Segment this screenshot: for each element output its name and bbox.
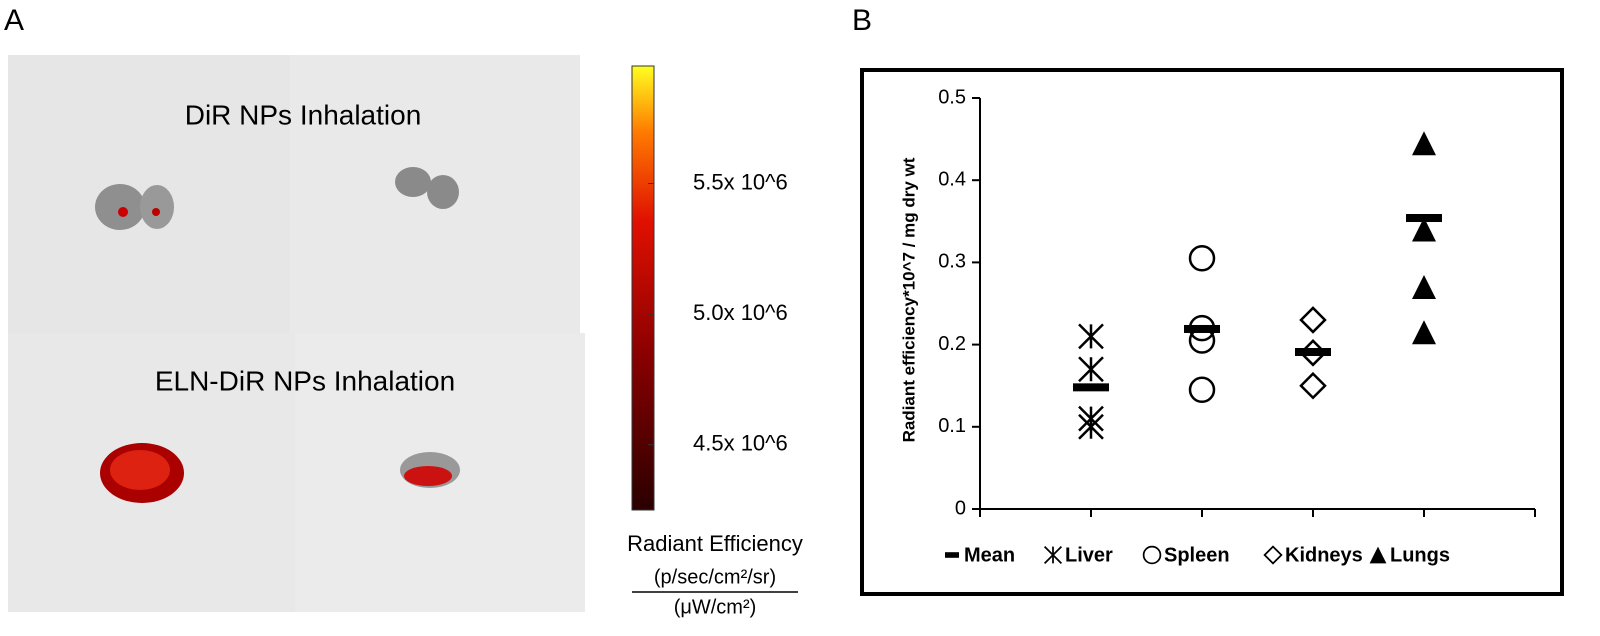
- colorbar-tick-label: 4.5x 10^6: [693, 431, 788, 456]
- colorbar-unit: (μW/cm²): [674, 596, 757, 618]
- colorbar-unit: (p/sec/cm²/sr): [654, 566, 776, 588]
- mean-bar: [1295, 347, 1331, 356]
- panel-label: A: [4, 4, 24, 37]
- data-point: [1412, 320, 1436, 345]
- image-title: ELN-DiR NPs Inhalation: [155, 365, 455, 396]
- data-point: [1412, 217, 1436, 242]
- panel-label: B: [852, 4, 872, 37]
- data-point: [1188, 376, 1216, 404]
- data-point: [1299, 371, 1327, 400]
- mean-bar: [1184, 324, 1220, 333]
- image-title: DiR NPs Inhalation: [185, 99, 422, 130]
- legend-label: Kidneys: [1285, 544, 1363, 566]
- colorbar-tick-label: 5.5x 10^6: [693, 169, 788, 194]
- mean-bar: [1073, 383, 1109, 392]
- colorbar-tick-label: 5.0x 10^6: [693, 300, 788, 325]
- mean-bar: [1406, 214, 1442, 223]
- y-tick-label: 0.3: [938, 251, 966, 273]
- legend-label: Liver: [1065, 544, 1113, 566]
- data-point: [1188, 245, 1216, 272]
- y-tick-label: 0.1: [938, 415, 966, 437]
- legend-label: Lungs: [1390, 544, 1450, 566]
- data-point: [1078, 323, 1104, 350]
- y-axis-label: Radiant efficiency*10^7 / mg dry wt: [899, 157, 918, 442]
- y-tick-label: 0.2: [938, 333, 966, 355]
- legend-marker: [1142, 545, 1162, 565]
- image-panels: [8, 55, 585, 612]
- data-point: [1299, 306, 1327, 334]
- legend-marker: [1369, 546, 1387, 564]
- y-tick-label: 0: [955, 497, 966, 519]
- legend-label: Spleen: [1164, 544, 1230, 566]
- data-point: [1078, 413, 1104, 440]
- legend-label: Mean: [964, 544, 1015, 566]
- chart-frame: [860, 68, 1564, 596]
- y-tick-label: 0.4: [938, 168, 966, 190]
- y-tick-label: 0.5: [938, 86, 966, 108]
- colorbar: [631, 65, 655, 511]
- data-point: [1412, 275, 1436, 300]
- data-point: [1412, 131, 1436, 156]
- colorbar-title: Radiant Efficiency: [627, 531, 803, 556]
- legend-marker: [1263, 545, 1283, 565]
- legend-marker: [1043, 545, 1063, 565]
- data-point: [1078, 356, 1104, 383]
- legend-marker: [945, 552, 959, 558]
